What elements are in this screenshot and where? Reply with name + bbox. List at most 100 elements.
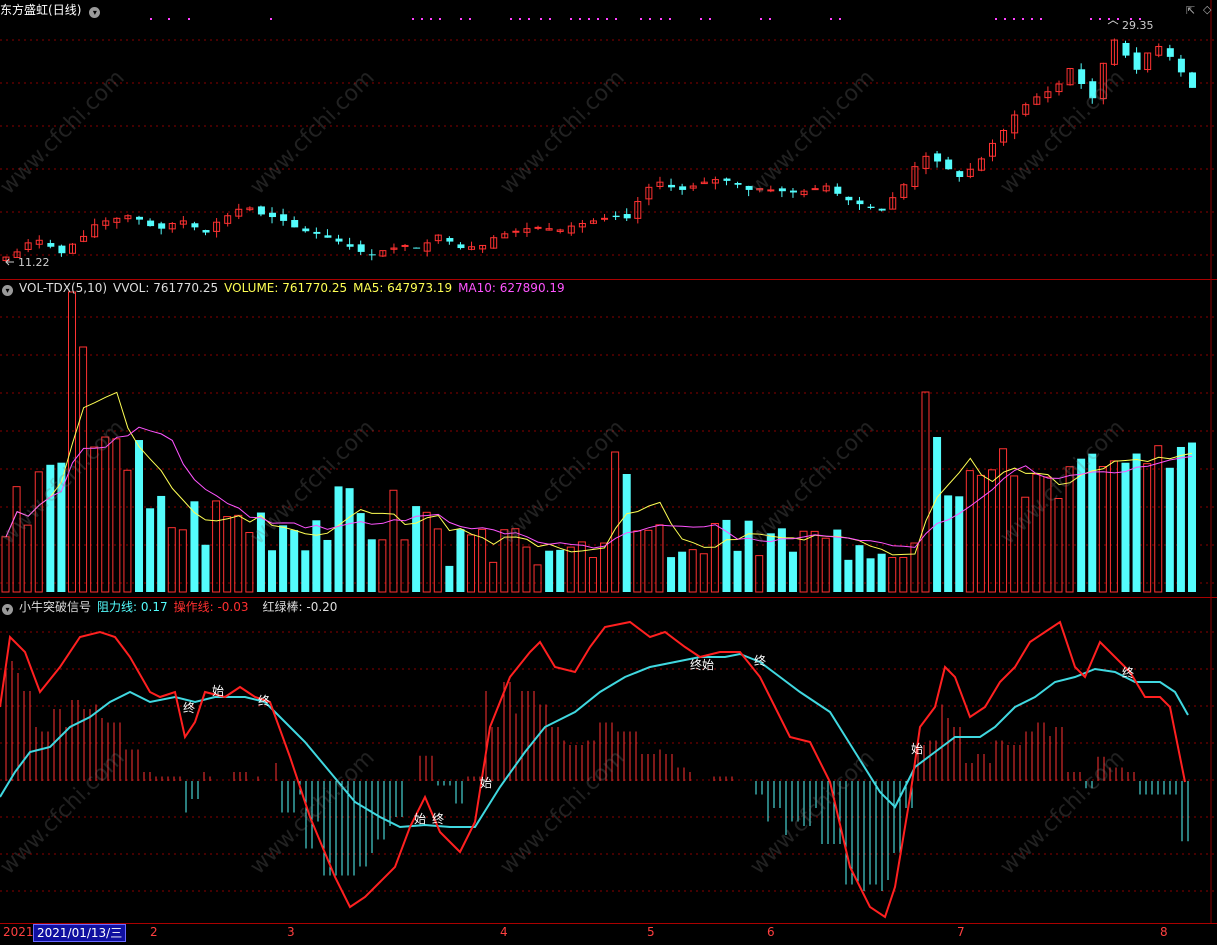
end-signal-label: 终 <box>432 811 444 826</box>
candle-body <box>811 188 819 191</box>
volume-bar <box>1054 498 1063 593</box>
candle-body <box>390 247 398 250</box>
candle-body <box>1022 104 1030 115</box>
signal-dot <box>1013 18 1015 20</box>
volume-bar <box>123 469 132 593</box>
volume-bar <box>655 524 664 593</box>
candle-body <box>934 153 942 162</box>
candle-body <box>900 184 908 198</box>
volume-bar <box>799 530 808 593</box>
start-signal-label: 始 <box>911 742 923 756</box>
candle-body <box>191 223 199 228</box>
volume-bar <box>955 496 964 592</box>
volume-bar <box>556 549 565 592</box>
volume-bar <box>866 558 875 592</box>
signal-chart[interactable]: 始终 终始 终始终始终始终 <box>0 597 1217 923</box>
volume-bar <box>577 541 586 593</box>
candle-body <box>280 214 288 221</box>
signal-dot <box>510 18 512 20</box>
candle-body <box>988 142 996 157</box>
period-label: (日线) <box>48 3 82 17</box>
candle-body <box>512 230 520 233</box>
diamond-icon[interactable]: ◇ <box>1203 3 1212 16</box>
candle-body <box>313 231 321 234</box>
volume-chart[interactable] <box>0 279 1217 597</box>
candle-body <box>1044 91 1052 99</box>
candle-body <box>1089 81 1097 99</box>
price-panel[interactable]: 东方盛虹(日线) ▾ ⇱ ◇ 29.35 11.22 <box>0 0 1217 279</box>
volume-bar <box>733 550 742 592</box>
date-axis[interactable]: 2021 2021/01/13/三 2 3 4 5 6 7 8 <box>0 923 1217 945</box>
volume-bar <box>146 508 155 592</box>
settings-circle-icon[interactable]: ▾ <box>89 7 101 18</box>
operation-line <box>0 620 1186 919</box>
signal-dot <box>188 18 190 20</box>
volume-panel[interactable]: ▾ VOL-TDX(5,10) VVOL: 761770.25 VOLUME: 761… <box>0 279 1217 597</box>
volume-bar <box>944 495 953 592</box>
candle-body <box>1122 42 1130 56</box>
signal-dot <box>1022 18 1024 20</box>
volume-bar <box>1043 476 1052 593</box>
volume-bar <box>611 451 620 593</box>
collapse-circle-icon[interactable]: ▾ <box>2 604 13 615</box>
start-signal-label: 始 <box>212 684 224 698</box>
volume-bar <box>777 528 786 592</box>
candle-body <box>756 188 764 191</box>
signal-dot <box>469 18 471 20</box>
price-header: 东方盛虹(日线) ▾ <box>0 1 106 19</box>
volume-bar <box>334 486 343 592</box>
operate-value: 操作线: -0.03 <box>173 600 249 614</box>
volume-bar <box>1088 453 1097 592</box>
candle-body <box>379 250 387 257</box>
signal-dot <box>640 18 642 20</box>
candle-body <box>1000 130 1008 143</box>
volume-bar <box>877 553 886 592</box>
volume-bar <box>600 542 609 593</box>
candle-body <box>335 238 343 242</box>
ma10-line <box>5 426 1193 549</box>
volume-header: ▾ VOL-TDX(5,10) VVOL: 761770.25 VOLUME: 761… <box>0 279 571 297</box>
price-chart[interactable] <box>0 0 1217 279</box>
signal-dot <box>421 18 423 20</box>
volume-bar <box>921 391 930 593</box>
candle-body <box>956 171 964 177</box>
volume-bar <box>234 514 243 593</box>
signal-dot <box>549 18 551 20</box>
vvol-value: VVOL: 761770.25 <box>113 281 219 295</box>
volume-bar <box>400 539 409 593</box>
volume-bar <box>201 544 210 592</box>
pin-icon[interactable]: ⇱ <box>1186 4 1196 17</box>
start-signal-label: 始 <box>702 658 714 672</box>
candle-body <box>734 183 742 185</box>
signal-dot <box>660 18 662 20</box>
volume-bar <box>511 528 520 593</box>
volume-bar <box>412 506 421 592</box>
volume-bar <box>755 555 764 593</box>
candle-body <box>679 186 687 190</box>
volume-bar <box>1132 453 1141 592</box>
signal-dot <box>995 18 997 20</box>
candle-body <box>1144 52 1152 71</box>
volume-bar <box>167 527 176 593</box>
collapse-circle-icon[interactable]: ▾ <box>2 285 13 296</box>
candle-body <box>269 212 277 218</box>
signal-dot <box>700 18 702 20</box>
candle-body <box>202 230 210 233</box>
year-stub: 2021 <box>3 925 34 939</box>
volume-bar <box>433 528 442 593</box>
volume-bar <box>1109 460 1118 593</box>
candle-body <box>834 186 842 194</box>
candle-body <box>413 247 421 249</box>
volume-bar <box>710 522 719 593</box>
signal-dot <box>597 18 599 20</box>
candle-body <box>490 237 498 249</box>
end-signal-label: 终 <box>183 700 195 715</box>
candle-body <box>179 220 187 225</box>
candle-body <box>878 208 886 211</box>
start-signal-label: 始 <box>480 776 492 790</box>
volume-bar <box>667 557 676 592</box>
candle-body <box>13 251 21 258</box>
candle-body <box>235 208 243 217</box>
signal-panel[interactable]: 始终终始终始终始终始终 ▾ 小牛突破信号 阻力线: 0.17 操作线: -0.03 红绿… <box>0 597 1217 923</box>
volume-bar <box>79 346 88 593</box>
